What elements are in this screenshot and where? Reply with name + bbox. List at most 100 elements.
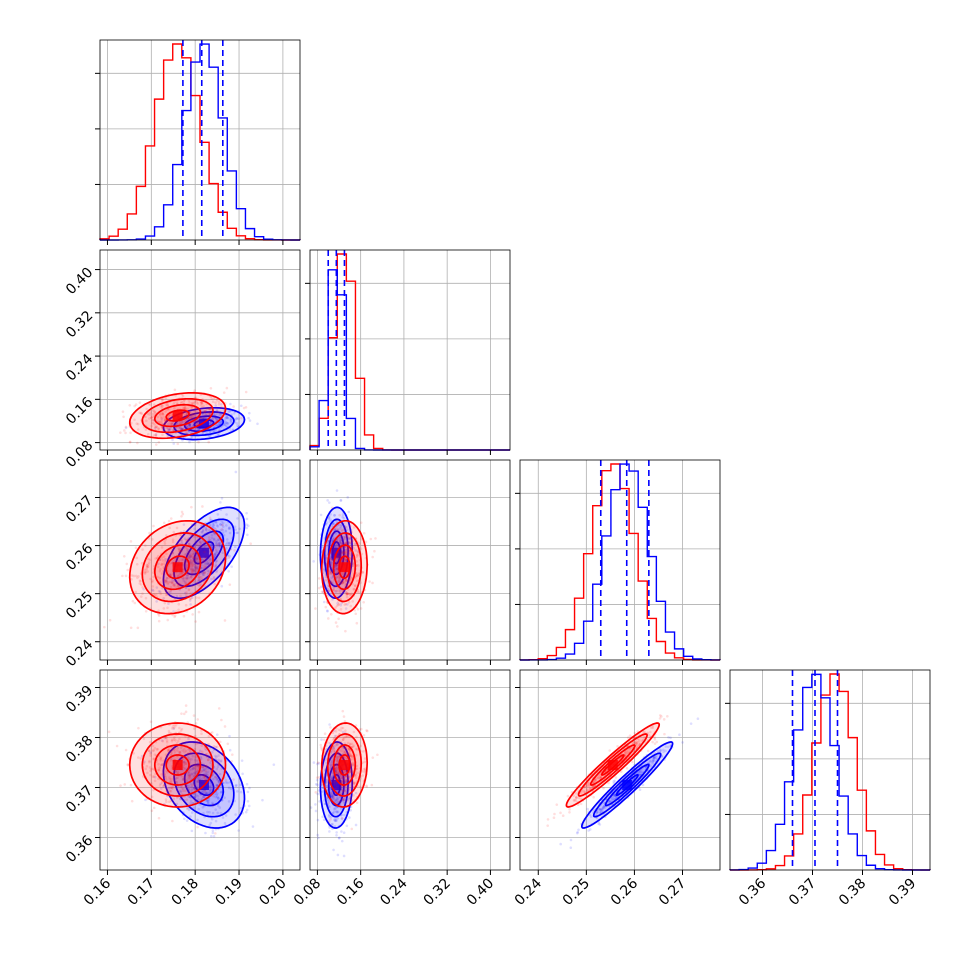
scatter-point [163, 419, 167, 423]
scatter-point [228, 734, 231, 738]
scatter-point [220, 520, 223, 523]
scatter-point [333, 734, 337, 738]
scatter-point [335, 798, 339, 802]
scatter-point [354, 791, 358, 795]
scatter-point [173, 583, 176, 586]
scatter-point [575, 796, 578, 799]
scatter-point [166, 408, 169, 412]
scatter-point [184, 704, 188, 707]
scatter-point [336, 564, 339, 568]
scatter-point [217, 430, 221, 433]
scatter-point [169, 750, 173, 753]
scatter-point [179, 746, 183, 750]
scatter-point [355, 579, 359, 583]
scatter-point [225, 543, 228, 546]
scatter-point [190, 563, 193, 567]
scatter-point [356, 554, 359, 557]
scatter-point [332, 780, 335, 784]
scatter-point [139, 411, 143, 415]
scatter-point [334, 562, 338, 566]
scatter-point [209, 421, 213, 425]
scatter-point [133, 418, 136, 422]
scatter-point [179, 789, 182, 793]
y-tick-label: 0.24 [63, 637, 96, 670]
scatter-point [180, 539, 183, 543]
scatter-point [214, 775, 217, 779]
scatter-point [152, 775, 156, 778]
scatter-point [359, 521, 363, 524]
scatter-point [336, 601, 339, 605]
scatter-point [220, 790, 223, 794]
scatter-point [180, 420, 183, 424]
scatter-point [182, 775, 186, 779]
scatter-point [168, 580, 172, 584]
scatter-point [332, 588, 335, 592]
scatter-point [171, 787, 174, 790]
scatter-point [330, 563, 333, 566]
scatter-point [157, 554, 160, 558]
scatter-point [166, 403, 170, 407]
scatter-point [139, 757, 143, 760]
scatter-point [352, 730, 356, 734]
scatter-point [196, 579, 200, 582]
scatter-point [168, 555, 171, 558]
scatter-point [192, 428, 195, 432]
scatter-point [181, 742, 185, 745]
density-peak [172, 562, 183, 573]
scatter-point [176, 749, 179, 752]
scatter-point [336, 810, 340, 814]
scatter-point [354, 776, 358, 780]
scatter-point [164, 580, 167, 583]
scatter-point [216, 410, 220, 414]
scatter-point [163, 772, 167, 776]
scatter-point [598, 810, 602, 814]
contour-series-b [128, 722, 227, 808]
scatter-point [330, 576, 333, 580]
scatter-point [205, 407, 209, 411]
scatter-point [170, 752, 173, 756]
scatter-point [149, 411, 152, 414]
scatter-point [182, 763, 186, 767]
scatter-point [204, 767, 208, 770]
scatter-point [599, 808, 603, 812]
scatter-point [324, 605, 328, 609]
scatter-point [191, 571, 194, 575]
scatter-point [316, 762, 319, 766]
scatter-point [150, 782, 153, 785]
contour-series-b [338, 555, 351, 580]
scatter-point [159, 756, 163, 759]
scatter-point [337, 752, 340, 755]
scatter-point [188, 423, 192, 426]
scatter-point [209, 821, 213, 825]
scatter-point [197, 763, 201, 767]
density-peak [331, 780, 342, 790]
scatter-point [179, 401, 183, 405]
scatter-point [317, 836, 320, 840]
scatter-point [574, 799, 578, 802]
scatter-point [338, 531, 342, 534]
scatter-point [331, 795, 334, 798]
scatter-point [191, 564, 195, 567]
panel-border [519, 459, 721, 661]
scatter-panel-4-1 [99, 669, 301, 871]
scatter-point [340, 726, 343, 730]
scatter-point [183, 553, 187, 557]
scatter-point [168, 789, 172, 793]
scatter-point [162, 572, 166, 576]
scatter-point [138, 401, 142, 404]
scatter-point [210, 397, 213, 400]
scatter-point [327, 516, 331, 519]
scatter-point [185, 593, 188, 597]
scatter-point [620, 770, 623, 773]
scatter-point [340, 549, 344, 553]
scatter-point [348, 557, 352, 560]
scatter-point [355, 621, 359, 625]
scatter-point [163, 418, 167, 422]
scatter-point [334, 565, 337, 568]
x-tick-label: 0.32 [421, 876, 454, 909]
scatter-point [328, 815, 331, 818]
scatter-point [224, 421, 228, 424]
scatter-point [344, 746, 348, 749]
scatter-point [201, 765, 205, 769]
scatter-point [140, 412, 143, 416]
